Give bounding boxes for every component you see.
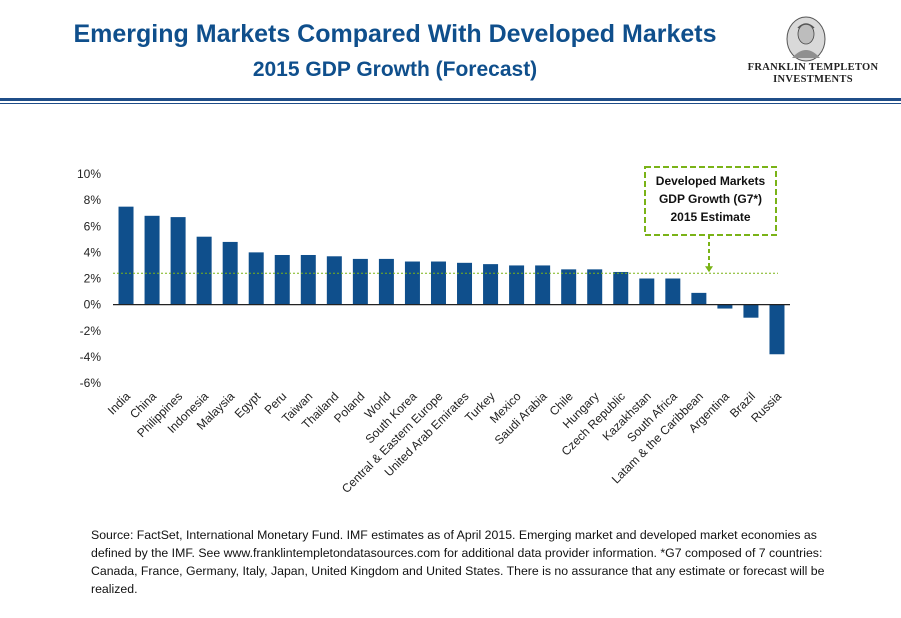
g7-annotation-label: Developed Markets: [656, 174, 766, 188]
y-tick-label: -2%: [80, 324, 102, 338]
bar: [274, 254, 290, 305]
bar: [613, 271, 629, 305]
bar: [300, 254, 316, 305]
chart-subtitle: 2015 GDP Growth (Forecast): [252, 58, 538, 81]
bar: [196, 236, 212, 305]
source-note: Source: FactSet, International Monetary …: [91, 528, 825, 596]
bar: [144, 215, 160, 305]
y-tick-label: 2%: [84, 272, 102, 286]
g7-annotation-label: 2015 Estimate: [670, 210, 750, 224]
y-tick-label: 0%: [84, 298, 102, 312]
bar: [587, 269, 603, 305]
bar: [457, 262, 473, 305]
y-tick-label: 4%: [84, 245, 102, 259]
header-rule-thin: [0, 103, 901, 104]
portrait-icon: [786, 16, 826, 62]
franklin-templeton-logo: FRANKLIN TEMPLETON INVESTMENTS: [738, 14, 888, 94]
g7-arrow-head: [705, 266, 713, 273]
y-tick-label: -4%: [80, 350, 102, 364]
y-tick-label: 8%: [84, 193, 102, 207]
bar: [665, 278, 681, 305]
bar: [378, 258, 394, 305]
bar: [118, 206, 134, 305]
y-tick-label: -6%: [80, 376, 102, 390]
logo-text-line2: INVESTMENTS: [773, 74, 853, 85]
bar: [535, 265, 551, 305]
bar: [170, 217, 186, 305]
bar: [769, 304, 785, 355]
g7-annotation-box: [644, 166, 777, 236]
x-category-label: Russia: [748, 389, 784, 425]
bar: [352, 258, 368, 305]
x-category-label: Egypt: [232, 389, 264, 421]
y-tick-label: 10%: [77, 167, 101, 181]
gdp-bar-chart: 10% 8% 6% 4% 2% 0% -2% -4% -6% Developed Markets G…: [77, 166, 790, 496]
bar: [639, 278, 655, 305]
bar: [509, 265, 525, 305]
y-tick-label: 6%: [84, 219, 102, 233]
bar: [717, 304, 733, 309]
bar: [743, 304, 759, 318]
bar: [248, 252, 264, 305]
bar: [691, 292, 707, 305]
header-rule-thick: [0, 98, 901, 101]
bar: [326, 256, 342, 305]
chart-title: Emerging Markets Compared With Developed…: [73, 20, 717, 48]
bar: [430, 261, 446, 305]
logo-text-line1: FRANKLIN TEMPLETON: [747, 62, 879, 73]
bar: [561, 269, 577, 305]
g7-annotation-label: GDP Growth (G7*): [659, 192, 762, 206]
bar: [483, 264, 499, 305]
bar: [404, 261, 420, 305]
